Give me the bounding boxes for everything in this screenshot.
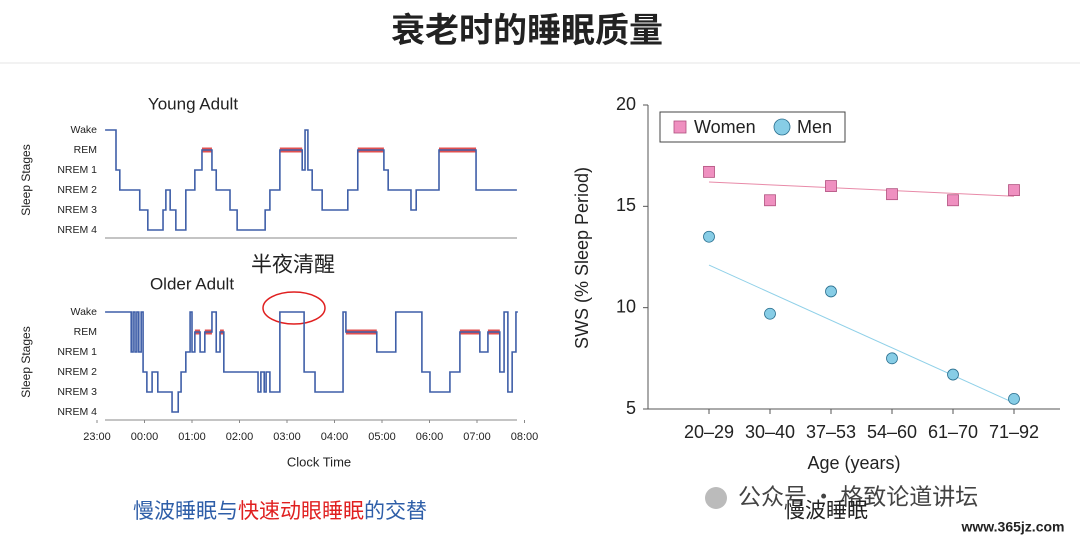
y-tick-label: REM: [74, 144, 97, 156]
trend-line: [708, 181, 1015, 197]
x-tick-label: 23:00: [83, 431, 111, 443]
women-marker: [703, 165, 715, 178]
y-axis-label: SWS (% Sleep Period): [572, 167, 592, 349]
y-tick-label: NREM 3: [57, 204, 97, 216]
x-tick-label: 20–29: [684, 422, 734, 442]
y-tick-label: 15: [616, 195, 636, 215]
x-axis-label: Clock Time: [287, 454, 351, 469]
y-tick-label: NREM 1: [57, 164, 97, 176]
hypnogram-line: [105, 129, 517, 231]
y-axis-label: Sleep Stages: [19, 144, 33, 215]
y-tick-label: NREM 2: [57, 366, 97, 378]
trend-line: [708, 264, 1015, 404]
y-tick-label: 20: [616, 94, 636, 114]
y-tick-label: NREM 4: [57, 224, 97, 236]
slide-title: 衰老时的睡眠质量: [391, 3, 663, 52]
x-tick-label: 03:00: [273, 431, 301, 443]
y-tick-label: NREM 3: [57, 386, 97, 398]
legend-box: [659, 111, 846, 143]
y-tick-label: REM: [74, 326, 97, 338]
y-axis-label: Sleep Stages: [19, 326, 33, 397]
y-tick-label: 5: [626, 398, 636, 418]
x-tick-label: 30–40: [745, 422, 795, 442]
right-caption: 慢波睡眠: [784, 495, 868, 525]
y-tick-label: NREM 4: [57, 406, 97, 418]
x-tick-label: 71–92: [989, 422, 1039, 442]
legend-swatch: [773, 118, 791, 136]
y-tick-label: NREM 1: [57, 346, 97, 358]
men-marker: [764, 307, 776, 320]
x-tick-label: 06:00: [416, 431, 444, 443]
x-tick-label: 08:00: [511, 431, 539, 443]
x-tick-label: 00:00: [131, 431, 159, 443]
legend-swatch: [673, 120, 687, 134]
annotation: 半夜清醒: [251, 249, 335, 279]
chart-title: Young Adult: [148, 94, 238, 113]
hypnogram-line: [105, 311, 518, 413]
annotation-ellipse: [262, 291, 326, 325]
x-tick-label: 61–70: [928, 422, 978, 442]
y-tick-label: Wake: [71, 124, 98, 136]
wechat-icon: [705, 487, 727, 509]
x-tick-label: 05:00: [368, 431, 396, 443]
x-tick-label: 37–53: [806, 422, 856, 442]
caption-part: 快速动眼睡眠: [238, 495, 364, 525]
men-marker: [703, 230, 715, 243]
women-marker: [886, 188, 898, 201]
x-tick-label: 07:00: [463, 431, 491, 443]
x-axis-label: Age (years): [807, 453, 900, 473]
y-tick-label: NREM 2: [57, 184, 97, 196]
y-tick-label: 10: [616, 296, 636, 316]
legend-label: Women: [694, 117, 756, 137]
legend-label: Men: [797, 117, 832, 137]
watermark-site: www.365jz.com: [961, 519, 1065, 535]
chart-title: Older Adult: [150, 274, 234, 293]
men-marker: [947, 368, 959, 381]
women-marker: [825, 180, 837, 192]
women-marker: [947, 194, 959, 207]
watermark-account: 公众号 · 格致论道讲坛: [738, 477, 978, 511]
women-marker: [764, 194, 776, 207]
x-tick-label: 01:00: [178, 431, 206, 443]
y-tick-label: Wake: [71, 306, 98, 318]
caption-part: 的交替: [364, 495, 427, 525]
caption-part: 慢波睡眠与: [133, 495, 238, 525]
women-marker: [1008, 184, 1020, 197]
men-marker: [825, 285, 837, 298]
men-marker: [886, 352, 898, 365]
x-tick-label: 02:00: [226, 431, 254, 443]
x-tick-label: 54–60: [867, 422, 917, 442]
x-tick-label: 04:00: [321, 431, 349, 443]
men-marker: [1008, 392, 1020, 405]
left-caption: 慢波睡眠与快速动眼睡眠的交替: [133, 495, 427, 525]
